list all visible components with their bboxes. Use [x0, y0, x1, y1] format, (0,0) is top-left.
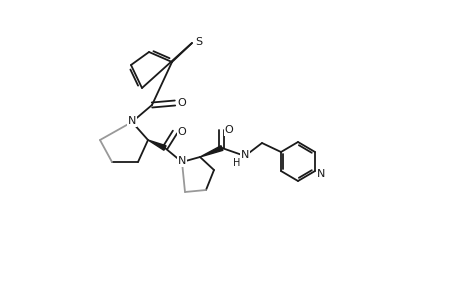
- Text: O: O: [177, 98, 186, 108]
- Text: O: O: [177, 127, 186, 137]
- Text: H: H: [233, 158, 240, 168]
- Text: O: O: [224, 125, 233, 135]
- Text: N: N: [316, 169, 325, 179]
- Polygon shape: [200, 146, 223, 157]
- Text: N: N: [178, 156, 186, 166]
- Text: N: N: [241, 150, 249, 160]
- Polygon shape: [148, 140, 166, 150]
- Text: S: S: [195, 37, 202, 47]
- Text: N: N: [128, 116, 136, 126]
